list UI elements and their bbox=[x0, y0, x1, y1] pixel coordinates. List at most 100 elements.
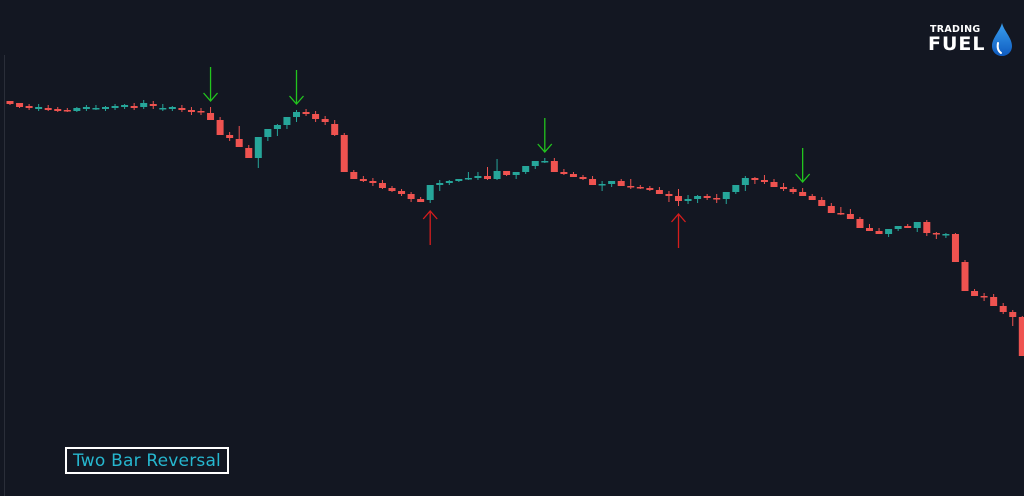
candle-body bbox=[866, 228, 873, 231]
candle-body bbox=[369, 181, 377, 183]
candle-body bbox=[197, 111, 205, 113]
candle-body bbox=[436, 183, 444, 185]
candle-body bbox=[293, 112, 300, 117]
candle-body bbox=[713, 198, 721, 200]
candle-body bbox=[789, 189, 797, 192]
candle-body bbox=[923, 222, 931, 233]
candle-body bbox=[550, 161, 558, 172]
candle-body bbox=[35, 107, 43, 109]
candle-body bbox=[283, 117, 291, 125]
candle-body bbox=[92, 108, 100, 110]
candle-body bbox=[235, 139, 243, 147]
candle-body bbox=[207, 113, 215, 120]
candle-body bbox=[302, 112, 310, 114]
candle-body bbox=[932, 233, 940, 235]
candle-body bbox=[780, 187, 788, 189]
pattern-label: Two Bar Reversal bbox=[73, 450, 221, 471]
candle-body bbox=[73, 108, 81, 111]
candle-body bbox=[770, 182, 778, 187]
candle-body bbox=[187, 110, 195, 112]
candle-body bbox=[493, 171, 501, 179]
candle-body bbox=[942, 234, 950, 236]
candle-body bbox=[111, 106, 119, 108]
candle-body bbox=[407, 194, 415, 199]
pattern-label-box: Two Bar Reversal bbox=[65, 447, 229, 474]
candle-body bbox=[875, 231, 883, 234]
candle-body bbox=[856, 219, 864, 228]
candle-body bbox=[512, 172, 520, 175]
candle-body bbox=[665, 194, 673, 196]
candle-body bbox=[149, 104, 157, 106]
candle-body bbox=[971, 291, 979, 296]
fuel-drop-icon bbox=[992, 23, 1012, 56]
bearish-reversal-arrowhead bbox=[795, 173, 811, 183]
candle-body bbox=[121, 105, 129, 107]
candle-body bbox=[82, 107, 90, 109]
candle-body bbox=[722, 192, 730, 199]
candle-body bbox=[655, 190, 663, 194]
candle-body bbox=[598, 184, 606, 186]
bearish-reversal-arrowhead bbox=[203, 92, 219, 102]
candle-body bbox=[216, 120, 224, 135]
candle-body bbox=[503, 171, 511, 175]
candle-body bbox=[102, 107, 109, 109]
candle-body bbox=[684, 199, 692, 201]
candle-body bbox=[178, 108, 186, 110]
candle-body bbox=[694, 196, 702, 199]
candle-body bbox=[818, 200, 826, 206]
bearish-reversal-arrowhead bbox=[289, 95, 304, 105]
candle-body bbox=[904, 226, 912, 228]
candle-body bbox=[885, 229, 893, 234]
candle-body bbox=[808, 196, 816, 200]
candle-body bbox=[961, 262, 969, 291]
candle-body bbox=[264, 129, 272, 137]
candle-body bbox=[359, 179, 367, 181]
candle-body bbox=[140, 103, 148, 107]
candle-body bbox=[627, 186, 635, 188]
candle-body bbox=[894, 226, 902, 229]
candle-body bbox=[531, 161, 539, 166]
candle-body bbox=[484, 176, 491, 179]
candle-body bbox=[541, 161, 549, 163]
candle-body bbox=[579, 177, 587, 179]
logo-line2: FUEL bbox=[928, 33, 986, 55]
candle-body bbox=[980, 296, 988, 298]
bullish-reversal-arrowhead bbox=[671, 213, 686, 223]
candle-body bbox=[331, 124, 339, 135]
candle-body bbox=[703, 196, 711, 198]
candle-body bbox=[646, 188, 654, 190]
candle-body bbox=[999, 306, 1007, 312]
candle-body bbox=[350, 172, 358, 179]
candle-body bbox=[245, 148, 253, 158]
candle-body bbox=[589, 179, 597, 185]
candle-body bbox=[827, 206, 835, 213]
bullish-reversal-arrowhead bbox=[422, 210, 438, 220]
candle-body bbox=[340, 135, 348, 172]
left-border bbox=[4, 55, 5, 496]
candle-body bbox=[837, 213, 845, 215]
candle-body bbox=[168, 107, 176, 109]
candle-body bbox=[25, 106, 33, 108]
candle-body bbox=[226, 135, 234, 138]
candle-body bbox=[636, 187, 644, 189]
candle-body bbox=[54, 109, 62, 111]
candle-body bbox=[951, 234, 959, 262]
candle-body bbox=[560, 172, 568, 174]
candle-body bbox=[990, 297, 998, 306]
candle-body bbox=[617, 181, 625, 186]
candle-body bbox=[16, 103, 24, 107]
candle-body bbox=[760, 180, 768, 182]
candle-body bbox=[378, 183, 386, 188]
candle-body bbox=[312, 114, 320, 119]
candle-body bbox=[6, 101, 14, 104]
candle-body bbox=[1009, 312, 1017, 317]
candle-body bbox=[608, 181, 616, 184]
candle-body bbox=[799, 192, 807, 196]
candle-body bbox=[569, 174, 577, 177]
candle-body bbox=[398, 191, 406, 194]
logo-line1: Trading bbox=[930, 24, 981, 35]
candle-body bbox=[1018, 317, 1024, 356]
candle-body bbox=[388, 188, 396, 191]
bearish-reversal-arrowhead bbox=[537, 143, 553, 153]
